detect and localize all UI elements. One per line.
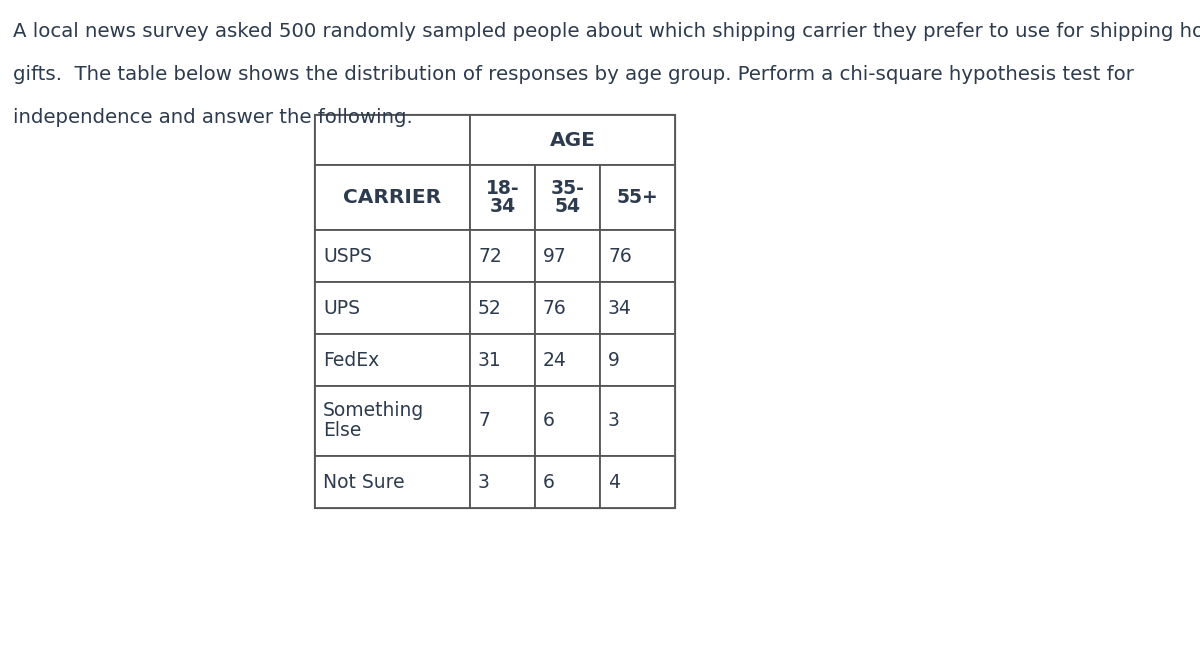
Text: gifts.  The table below shows the distribution of responses by age group. Perfor: gifts. The table below shows the distrib…	[13, 65, 1134, 84]
Bar	[535, 386, 600, 456]
Text: 97: 97	[542, 246, 566, 265]
Bar	[600, 165, 674, 230]
Text: 31: 31	[478, 350, 502, 369]
Text: 76: 76	[608, 246, 631, 265]
Text: AGE: AGE	[550, 131, 595, 150]
Text: 76: 76	[542, 298, 566, 317]
Bar	[470, 165, 535, 230]
Text: Not Sure: Not Sure	[323, 473, 404, 491]
Bar	[314, 230, 470, 282]
Bar	[314, 334, 470, 386]
Bar	[470, 115, 674, 165]
Bar	[314, 115, 674, 508]
Text: 55+: 55+	[617, 188, 659, 207]
Bar	[600, 456, 674, 508]
Bar	[314, 456, 470, 508]
Bar	[470, 282, 535, 334]
Text: Something: Something	[323, 402, 425, 421]
Bar	[535, 456, 600, 508]
Text: 34: 34	[490, 197, 516, 216]
Text: CARRIER: CARRIER	[343, 188, 442, 207]
Bar	[600, 334, 674, 386]
Bar	[600, 386, 674, 456]
Text: 6: 6	[542, 411, 554, 430]
Text: independence and answer the following.: independence and answer the following.	[13, 108, 413, 127]
Text: 3: 3	[608, 411, 620, 430]
Text: FedEx: FedEx	[323, 350, 379, 369]
Text: 54: 54	[554, 197, 581, 216]
Text: 9: 9	[608, 350, 620, 369]
Text: 6: 6	[542, 473, 554, 491]
Text: 35-: 35-	[551, 179, 584, 198]
Text: 3: 3	[478, 473, 490, 491]
Bar	[314, 115, 470, 165]
Bar	[314, 165, 470, 230]
Bar	[470, 334, 535, 386]
Bar	[600, 282, 674, 334]
Text: USPS: USPS	[323, 246, 372, 265]
Text: 72: 72	[478, 246, 502, 265]
Text: Else: Else	[323, 421, 361, 441]
Bar	[535, 230, 600, 282]
Bar	[314, 386, 470, 456]
Bar	[470, 456, 535, 508]
Bar	[535, 334, 600, 386]
Bar	[470, 386, 535, 456]
Text: 18-: 18-	[486, 179, 520, 198]
Text: A local news survey asked 500 randomly sampled people about which shipping carri: A local news survey asked 500 randomly s…	[13, 22, 1200, 41]
Bar	[535, 165, 600, 230]
Text: 7: 7	[478, 411, 490, 430]
Bar	[600, 230, 674, 282]
Bar	[535, 282, 600, 334]
Text: 4: 4	[608, 473, 620, 491]
Bar	[470, 230, 535, 282]
Text: UPS: UPS	[323, 298, 360, 317]
Bar	[314, 282, 470, 334]
Text: 52: 52	[478, 298, 502, 317]
Text: 34: 34	[608, 298, 632, 317]
Text: 24: 24	[542, 350, 566, 369]
